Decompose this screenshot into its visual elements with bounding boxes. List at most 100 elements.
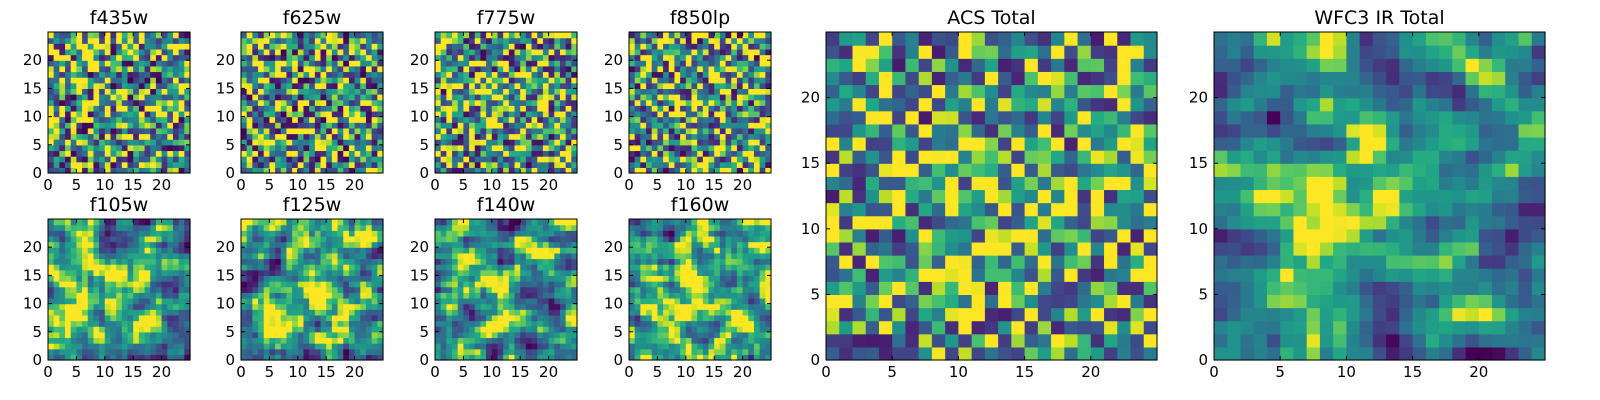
heatmap-cell — [497, 292, 504, 299]
heatmap-cell — [486, 297, 493, 305]
heatmap-cell — [48, 54, 55, 61]
heatmap-cell — [371, 235, 378, 243]
heatmap-cell — [520, 43, 527, 50]
heatmap-cell — [377, 139, 384, 146]
heatmap-cell — [155, 54, 163, 61]
y-tick-label: 20 — [23, 51, 42, 69]
heatmap-cell — [138, 94, 146, 101]
heatmap-cell — [178, 264, 185, 271]
heatmap-cell — [348, 224, 356, 231]
heatmap-cell — [275, 161, 282, 168]
heatmap-cell — [708, 105, 715, 112]
x-tick-label: 0 — [43, 363, 53, 381]
heatmap-cell — [474, 337, 482, 344]
heatmap-cell — [714, 303, 721, 310]
heatmap-cell — [252, 82, 259, 89]
heatmap-cell — [53, 48, 60, 56]
heatmap-cell — [87, 167, 95, 174]
heatmap-cell — [144, 286, 151, 293]
heatmap-cell — [286, 54, 293, 61]
heatmap-cell — [167, 258, 174, 265]
heatmap-cell — [309, 127, 316, 135]
heatmap-cell — [269, 127, 276, 135]
heatmap-cell — [155, 156, 163, 163]
heatmap-cell — [59, 99, 66, 106]
heatmap-cell — [138, 122, 146, 129]
heatmap-cell — [178, 286, 185, 293]
heatmap-cell — [634, 144, 641, 152]
heatmap-cell — [753, 331, 761, 339]
heatmap-cell — [360, 354, 367, 361]
heatmap-cell — [503, 264, 510, 271]
heatmap-cell — [537, 281, 544, 288]
heatmap-cell — [674, 331, 681, 339]
heatmap-cell — [548, 297, 555, 305]
heatmap-cell — [252, 139, 259, 146]
heatmap-cell — [452, 150, 459, 157]
heatmap-cell — [178, 326, 185, 333]
heatmap-cell — [629, 281, 636, 288]
heatmap-cell — [138, 219, 146, 226]
heatmap-cell — [104, 110, 112, 118]
heatmap-cell — [116, 37, 123, 44]
heatmap-cell — [82, 331, 89, 339]
heatmap-cell — [144, 167, 151, 174]
heatmap-cell — [514, 258, 521, 265]
heatmap-cell — [263, 116, 270, 123]
heatmap-cell — [765, 139, 772, 146]
heatmap-cell — [491, 230, 499, 237]
heatmap-cell — [765, 320, 772, 327]
heatmap-cell — [53, 309, 60, 316]
heatmap-cell — [634, 122, 641, 129]
heatmap-cell — [110, 99, 117, 106]
heatmap-cell — [121, 116, 129, 123]
heatmap-cell — [121, 32, 129, 39]
heatmap-cell — [508, 247, 516, 254]
heatmap-cell — [292, 82, 299, 89]
heatmap-cell — [360, 156, 367, 163]
heatmap-cell — [110, 252, 117, 260]
heatmap-cell — [292, 110, 299, 118]
heatmap-cell — [99, 65, 106, 73]
heatmap-cell — [127, 54, 134, 61]
heatmap-cell — [246, 110, 253, 118]
heatmap-cell — [742, 105, 749, 112]
heatmap-cell — [651, 275, 658, 282]
heatmap-cell — [719, 144, 727, 152]
heatmap-cell — [354, 230, 361, 237]
heatmap-cell — [133, 326, 140, 333]
heatmap-cell — [691, 122, 698, 129]
heatmap-cell — [663, 48, 670, 56]
heatmap-cell — [275, 127, 282, 135]
heatmap-cell — [571, 314, 578, 322]
y-tick-label: 20 — [410, 51, 429, 69]
heatmap-cell — [748, 139, 755, 146]
heatmap-cell — [680, 150, 687, 157]
heatmap-cell — [48, 230, 55, 237]
heatmap-cell — [765, 354, 772, 361]
heatmap-cell — [463, 348, 470, 355]
heatmap-cell — [286, 235, 293, 243]
heatmap-cell — [70, 235, 77, 243]
heatmap-cell — [657, 167, 664, 174]
heatmap-cell — [59, 60, 66, 67]
heatmap-cell — [65, 320, 72, 327]
heatmap-cell — [348, 326, 356, 333]
heatmap-cell — [275, 94, 282, 101]
heatmap-cell — [258, 275, 265, 282]
heatmap-cell — [263, 269, 270, 276]
heatmap-cell — [127, 94, 134, 101]
heatmap-cell — [663, 99, 670, 106]
heatmap-cell — [708, 48, 715, 56]
heatmap-cell — [172, 88, 180, 95]
heatmap-cell — [82, 219, 89, 226]
heatmap-cell — [457, 77, 464, 84]
heatmap-cell — [646, 331, 653, 339]
heatmap-cell — [320, 105, 327, 112]
heatmap-cell — [133, 144, 140, 152]
heatmap-cell — [337, 235, 344, 243]
heatmap-cell — [121, 94, 129, 101]
heatmap-cell — [446, 354, 453, 361]
heatmap-cell — [753, 309, 761, 316]
heatmap-cell — [708, 309, 715, 316]
